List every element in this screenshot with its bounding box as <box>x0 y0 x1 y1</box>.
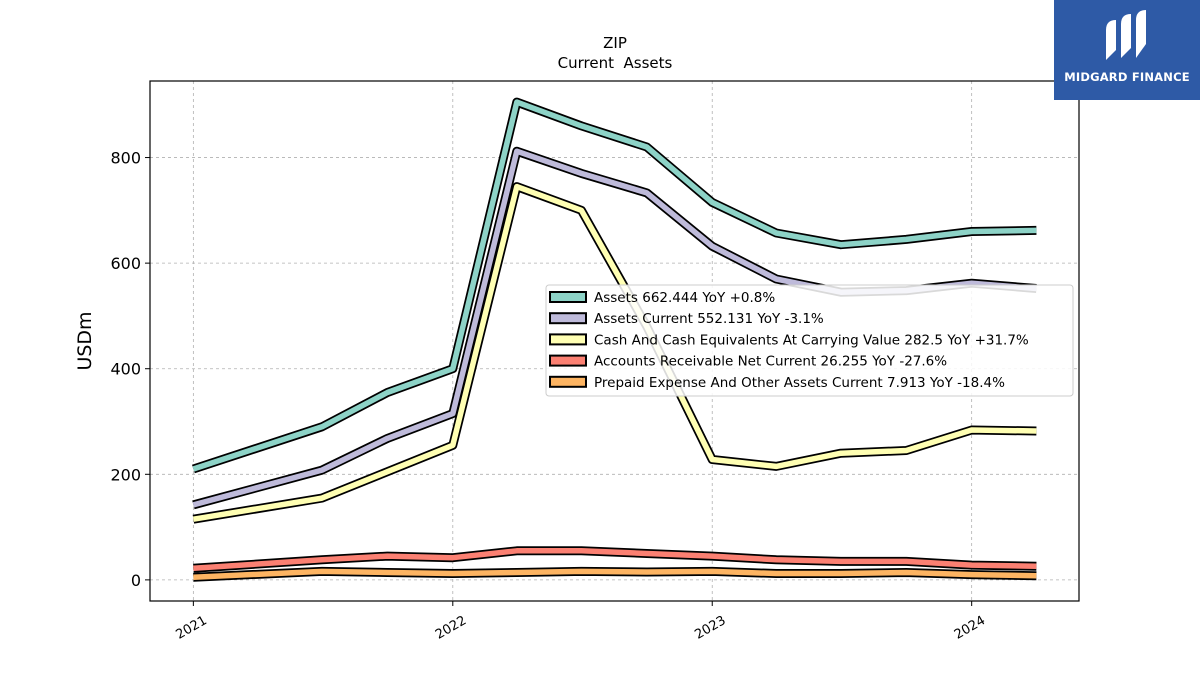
series-line <box>193 548 1037 572</box>
series-line <box>193 568 1037 580</box>
y-tick-label: 0 <box>131 571 141 590</box>
legend-box <box>545 284 1074 397</box>
chart-subtitle: Current Assets <box>558 54 673 72</box>
x-tick-label: 2024 <box>952 613 988 643</box>
x-tick-label: 2021 <box>174 613 210 643</box>
legend: Assets 662.444 YoY +0.8% Assets Current 5… <box>545 284 1074 397</box>
chart-title: ZIP <box>603 34 627 52</box>
legend-swatch <box>549 333 587 346</box>
legend-swatch <box>549 375 587 388</box>
legend-label: Cash And Cash Equivalents At Carrying Va… <box>594 332 1029 348</box>
logo-mark-icon <box>1106 10 1146 60</box>
legend-label: Assets 662.444 YoY +0.8% <box>594 290 775 306</box>
y-tick-label: 400 <box>110 360 141 379</box>
plot-frame <box>149 80 1080 602</box>
legend-label: Prepaid Expense And Other Assets Current… <box>594 375 1005 391</box>
x-tick-label: 2023 <box>692 613 728 643</box>
logo-text: MIDGARD FINANCE <box>1064 70 1190 84</box>
x-tick-label: 2022 <box>433 613 469 643</box>
legend-item: Cash And Cash Equivalents At Carrying Va… <box>549 332 1029 348</box>
legend-item: Accounts Receivable Net Current 26.255 Y… <box>549 354 947 370</box>
legend-swatch <box>549 312 587 325</box>
legend-swatch <box>549 291 587 303</box>
series-prepaid-expense-and-other-assets-current <box>193 566 1037 582</box>
y-axis-label: USDm <box>74 311 96 370</box>
legend-item: Assets 662.444 YoY +0.8% <box>549 290 775 306</box>
legend-swatch <box>549 354 587 367</box>
y-tick-label: 200 <box>110 465 141 484</box>
y-axis: 0 200 400 600 800 <box>110 149 150 590</box>
legend-label: Accounts Receivable Net Current 26.255 Y… <box>594 354 947 370</box>
series-accounts-receivable-net-current <box>193 546 1037 573</box>
brand-logo: MIDGARD FINANCE <box>1054 0 1200 100</box>
legend-item: Prepaid Expense And Other Assets Current… <box>549 375 1005 391</box>
series-line <box>192 99 1037 472</box>
series-assets <box>191 97 1037 474</box>
legend-label: Assets Current 552.131 YoY -3.1% <box>594 311 824 327</box>
y-tick-label: 600 <box>110 254 141 273</box>
legend-item: Assets Current 552.131 YoY -3.1% <box>549 311 824 327</box>
y-tick-label: 800 <box>110 149 141 168</box>
x-axis: 2021 2022 2023 2024 <box>174 601 988 643</box>
